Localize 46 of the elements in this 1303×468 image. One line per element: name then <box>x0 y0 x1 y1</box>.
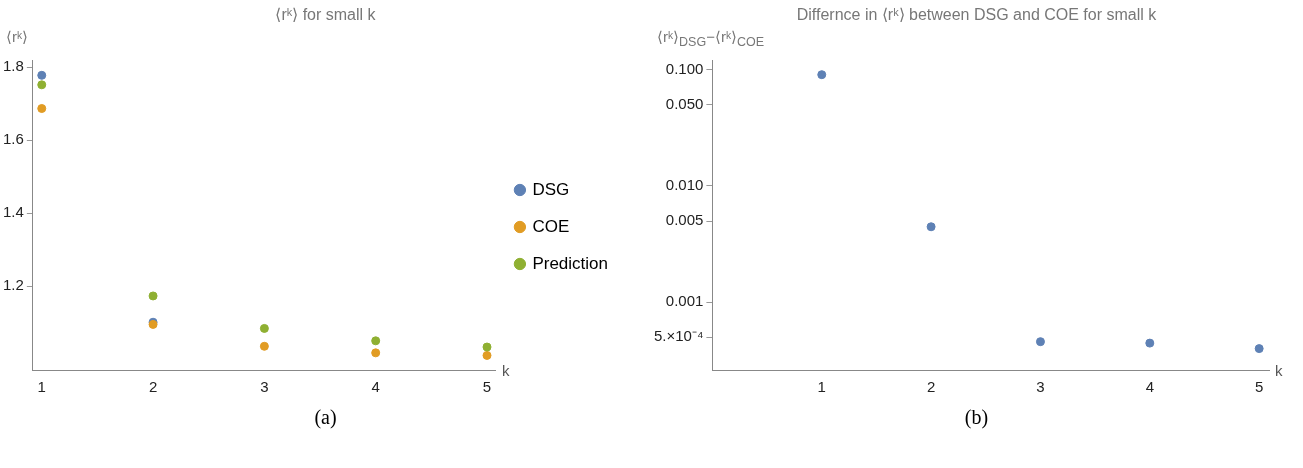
y-tick-label: 1.4 <box>2 203 24 221</box>
y-tick-label: 1.6 <box>2 130 24 148</box>
point <box>37 104 47 114</box>
point <box>259 323 269 333</box>
x-tick-label: 4 <box>1145 378 1154 396</box>
y-tick-label: 1.8 <box>2 57 24 75</box>
y-tick-label: 0.050 <box>665 94 704 112</box>
point <box>1145 338 1155 348</box>
x-axis-title: k <box>501 362 510 380</box>
chart-title: Differnce in ⟨rᵏ⟩ between DSG and COE for small k <box>795 5 1158 25</box>
x-tick-label: 3 <box>1036 378 1045 396</box>
point <box>148 291 158 301</box>
x-tick-label: 1 <box>817 378 826 396</box>
y-axis-title: ⟨rᵏ⟩ <box>5 27 30 47</box>
y-tick-label: 0.100 <box>665 59 704 77</box>
x-tick-label: 5 <box>482 378 492 396</box>
point <box>1254 344 1264 354</box>
legend-label: DSG <box>532 179 570 199</box>
y-tick-label: 0.010 <box>665 176 704 194</box>
point <box>926 222 936 232</box>
y-tick-label: 1.2 <box>2 276 24 294</box>
x-tick-label: 2 <box>926 378 936 396</box>
x-tick-label: 2 <box>148 378 158 396</box>
text: (a) <box>313 405 338 431</box>
legend-label: COE <box>532 216 570 236</box>
x-tick-label: 5 <box>1254 378 1264 396</box>
y-tick-label: 0.001 <box>665 292 704 310</box>
x-tick-label: 4 <box>371 378 380 396</box>
y-tick-label: 0.005 <box>665 211 704 229</box>
point <box>482 342 492 352</box>
point <box>37 70 47 80</box>
point <box>817 70 827 80</box>
chart-title: ⟨rᵏ⟩ for small k <box>274 5 377 25</box>
legend-label: Prediction <box>532 253 609 273</box>
text: (b) <box>963 405 990 431</box>
y-axis-title: ⟨rᵏ⟩$_{DSG}$−⟨rᵏ⟩$_{COE}$ <box>656 27 766 49</box>
x-axis-title: k <box>1275 362 1283 380</box>
point <box>371 348 381 358</box>
x-tick-label: 1 <box>37 378 46 396</box>
point <box>1035 337 1045 347</box>
point <box>371 336 381 346</box>
y-tick-label: 5.×10⁻⁴ <box>653 327 704 345</box>
point <box>259 341 269 351</box>
point <box>37 80 47 90</box>
x-tick-label: 3 <box>260 378 269 396</box>
point <box>482 350 492 360</box>
